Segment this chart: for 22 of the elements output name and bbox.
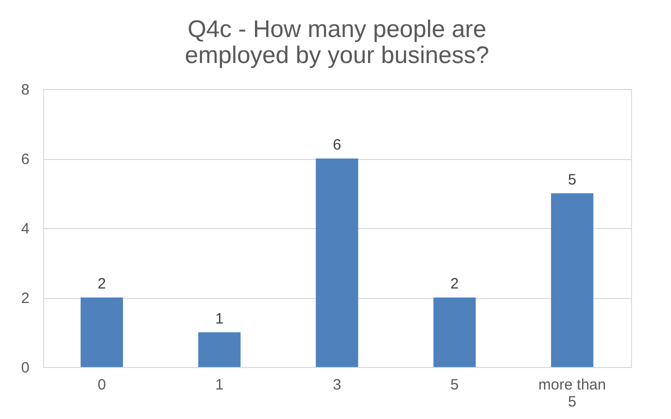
y-tick-label: 4 bbox=[21, 220, 30, 238]
data-label: 5 bbox=[568, 171, 576, 188]
x-tick-label: 0 bbox=[98, 376, 106, 394]
bar bbox=[551, 193, 594, 367]
data-label: 6 bbox=[332, 136, 342, 154]
bar bbox=[433, 298, 476, 367]
data-label: 1 bbox=[215, 310, 224, 328]
data-label: 2 bbox=[450, 276, 459, 292]
bar bbox=[80, 298, 123, 367]
x-tick-label: 1 bbox=[215, 376, 224, 394]
x-tick-label: more than 5 bbox=[538, 376, 606, 410]
text: Q4c - How many people are bbox=[188, 16, 486, 43]
bar bbox=[316, 158, 358, 367]
y-tick-label: 6 bbox=[21, 151, 30, 168]
data-label: 2 bbox=[98, 276, 106, 292]
x-tick-label: 5 bbox=[450, 376, 459, 394]
y-tick-label: 0 bbox=[21, 360, 30, 376]
x-tick-label: 3 bbox=[332, 376, 342, 394]
y-tick-label: 2 bbox=[21, 290, 30, 307]
text: employed by your business? bbox=[184, 42, 490, 69]
y-tick-label: 8 bbox=[21, 82, 30, 98]
bar bbox=[198, 332, 241, 367]
